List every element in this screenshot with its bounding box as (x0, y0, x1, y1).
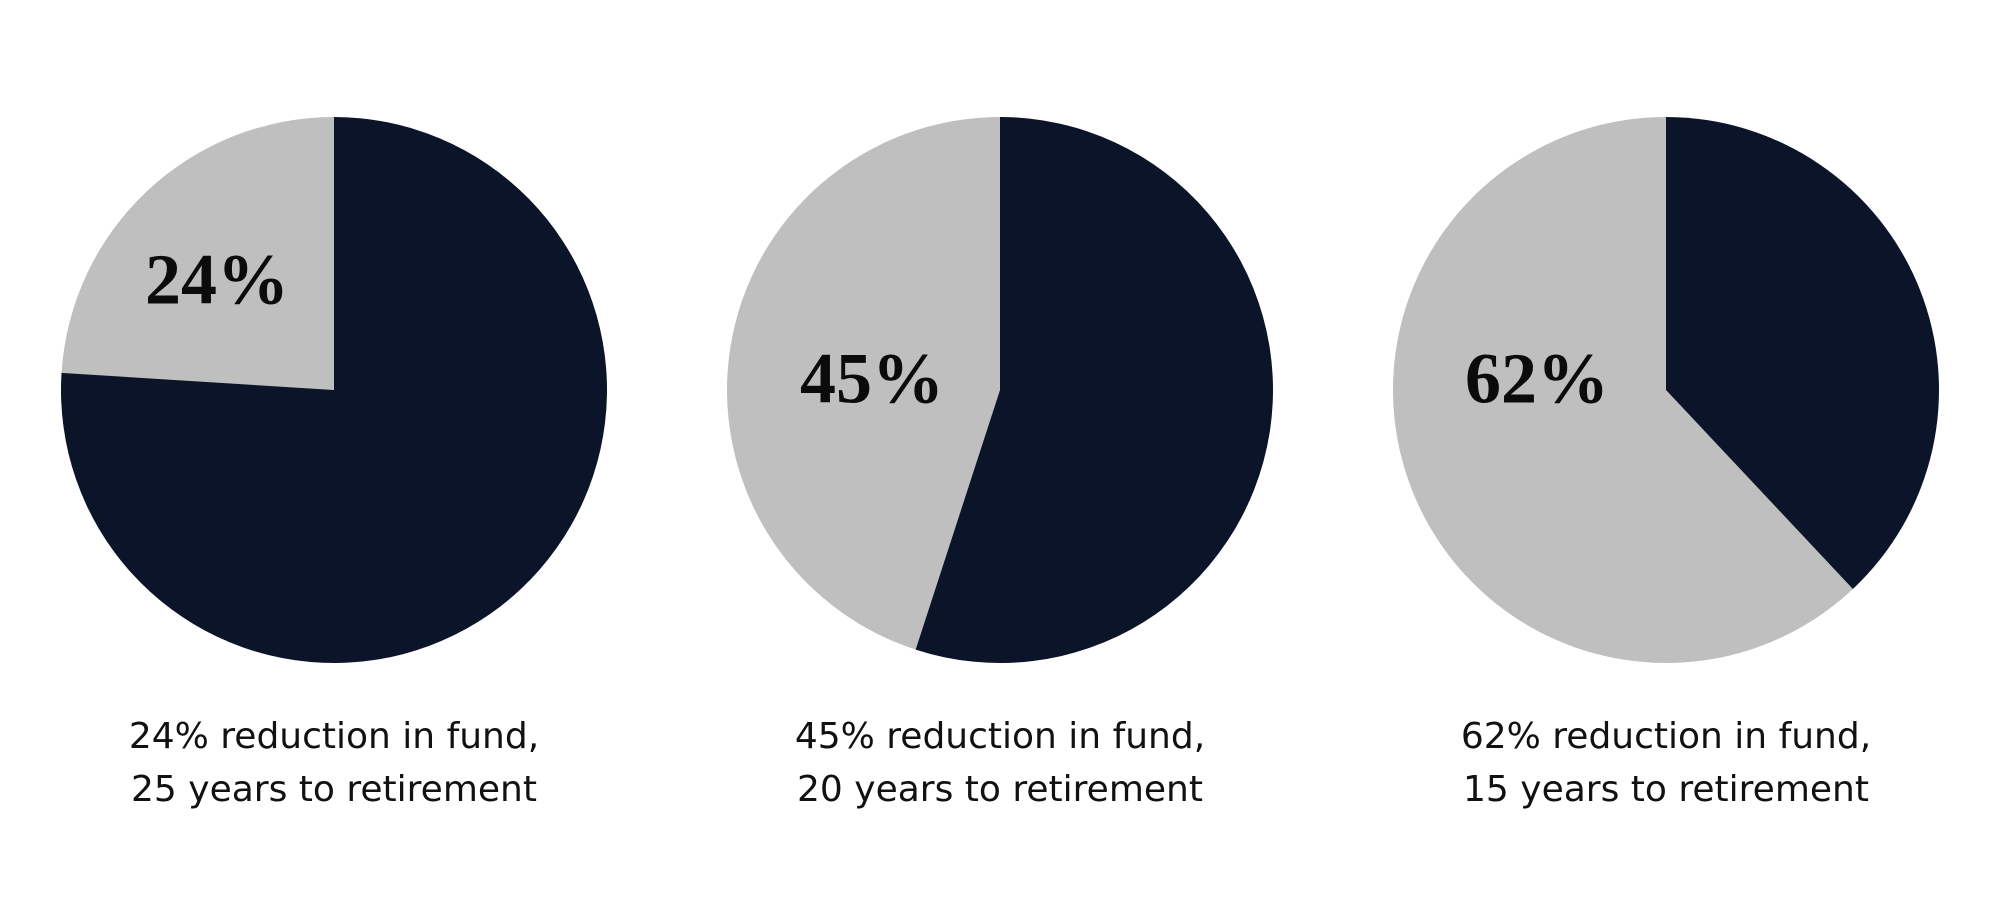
slice-label: 24% (145, 240, 289, 320)
caption: 62% reduction in fund, (1461, 716, 1871, 757)
caption: 25 years to retirement (131, 769, 537, 810)
caption: 45% reduction in fund, (795, 716, 1205, 757)
pie-slice (727, 117, 1000, 650)
pie-slice (61, 117, 335, 390)
caption: 15 years to retirement (1463, 769, 1869, 810)
pie-slice (1393, 117, 1853, 663)
pie-slice (1666, 117, 1939, 590)
caption: 20 years to retirement (797, 769, 1203, 810)
pie-slice (915, 117, 1274, 663)
slice-label: 62% (1465, 339, 1609, 419)
pie-slice (61, 117, 608, 663)
slice-label: 45% (800, 339, 944, 419)
caption: 24% reduction in fund, (129, 716, 539, 757)
